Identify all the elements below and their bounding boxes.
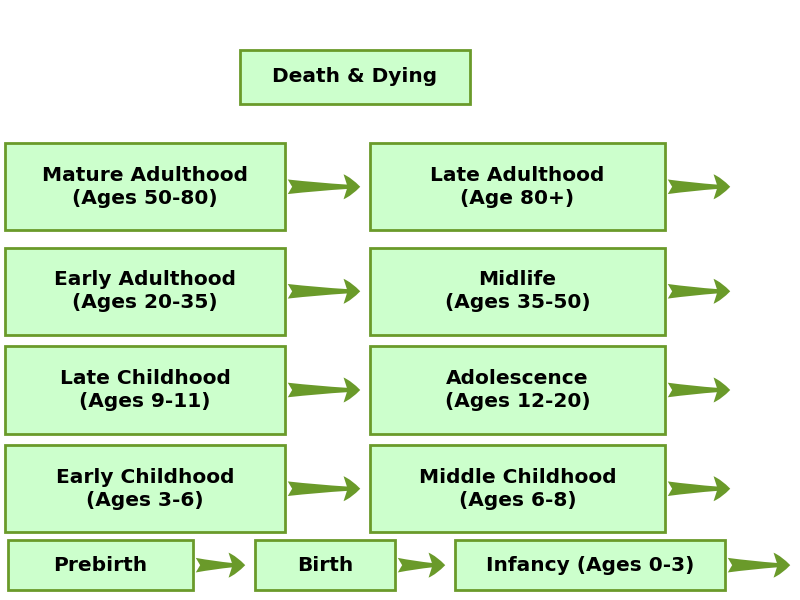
Text: Middle Childhood
(Ages 6-8): Middle Childhood (Ages 6-8)	[418, 468, 616, 509]
Text: Late Childhood
(Ages 9-11): Late Childhood (Ages 9-11)	[59, 369, 230, 411]
FancyBboxPatch shape	[5, 143, 285, 230]
Text: Infancy (Ages 0-3): Infancy (Ages 0-3)	[486, 556, 694, 575]
FancyBboxPatch shape	[8, 540, 193, 590]
Text: Mature Adulthood
(Ages 50-80): Mature Adulthood (Ages 50-80)	[42, 166, 248, 208]
Text: Midlife
(Ages 35-50): Midlife (Ages 35-50)	[445, 271, 590, 312]
FancyBboxPatch shape	[370, 248, 665, 335]
FancyBboxPatch shape	[370, 143, 665, 230]
FancyBboxPatch shape	[455, 540, 725, 590]
Text: Prebirth: Prebirth	[54, 556, 147, 575]
Text: Early Adulthood
(Ages 20-35): Early Adulthood (Ages 20-35)	[54, 271, 236, 312]
Text: Late Adulthood
(Age 80+): Late Adulthood (Age 80+)	[430, 166, 605, 208]
Text: Birth: Birth	[297, 556, 353, 575]
FancyBboxPatch shape	[370, 445, 665, 532]
FancyBboxPatch shape	[5, 248, 285, 335]
Text: Death & Dying: Death & Dying	[273, 67, 438, 86]
Text: Early Childhood
(Ages 3-6): Early Childhood (Ages 3-6)	[56, 468, 234, 509]
FancyBboxPatch shape	[5, 445, 285, 532]
FancyBboxPatch shape	[255, 540, 395, 590]
FancyBboxPatch shape	[370, 346, 665, 434]
Text: Adolescence
(Ages 12-20): Adolescence (Ages 12-20)	[445, 369, 590, 411]
FancyBboxPatch shape	[5, 346, 285, 434]
FancyBboxPatch shape	[240, 50, 470, 104]
